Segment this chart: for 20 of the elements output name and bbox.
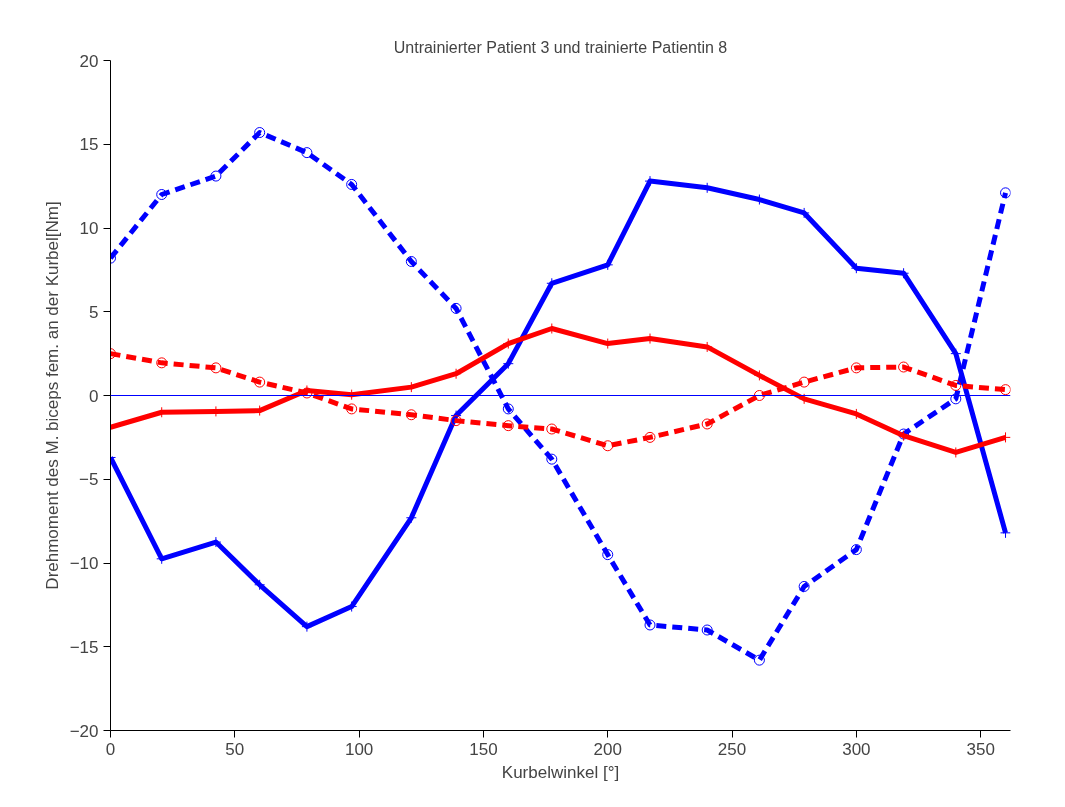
y-tick-label: −5 bbox=[79, 470, 99, 490]
x-tick-label: 50 bbox=[225, 739, 245, 759]
x-tick-label: 300 bbox=[842, 739, 871, 759]
y-tick-label: −10 bbox=[69, 554, 99, 573]
x-tick-label: 150 bbox=[469, 739, 498, 759]
y-tick-label: 15 bbox=[79, 135, 99, 155]
y-tick-label: 10 bbox=[79, 219, 99, 238]
y-tick-label: −20 bbox=[69, 721, 99, 741]
y-tick-label: −15 bbox=[69, 637, 99, 657]
x-tick-label: 0 bbox=[105, 739, 116, 759]
y-tick-label: 5 bbox=[89, 302, 99, 322]
x-tick-label: 350 bbox=[966, 739, 995, 759]
y-axis-title: Drehmoment des M. biceps fem. an der Kurbel[Nm] bbox=[42, 201, 62, 590]
y-tick-label: 20 bbox=[79, 51, 99, 71]
y-tick-label: 0 bbox=[89, 386, 99, 406]
x-tick-label: 200 bbox=[593, 739, 622, 759]
chart-title: Untrainierter Patient 3 und trainierte Patientin 8 bbox=[393, 38, 728, 56]
x-tick-label: 100 bbox=[344, 739, 374, 759]
x-tick-label: 250 bbox=[717, 739, 747, 759]
x-axis-title: Kurbelwinkel [°] bbox=[501, 762, 620, 782]
